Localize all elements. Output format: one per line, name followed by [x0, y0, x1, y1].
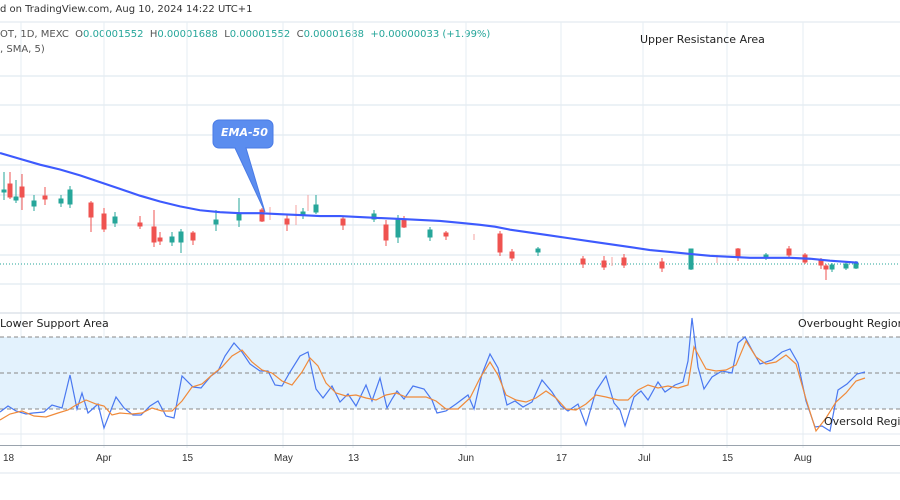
time-axis-border — [0, 445, 900, 446]
x-tick: 15 — [182, 453, 194, 464]
x-tick: 15 — [722, 453, 734, 464]
x-tick: 13 — [348, 453, 360, 464]
indicator-legend: , SMA, 5) — [0, 44, 45, 55]
x-tick: 17 — [556, 453, 568, 464]
stochastic-d-line — [0, 339, 866, 433]
overbought-label: Overbought Region — [798, 317, 900, 330]
ema-callout-label: EMA-50 — [221, 126, 268, 139]
ohlc-legend: OT, 1D, MEXC O0.00001552 H0.00001688 L0.… — [0, 29, 491, 40]
x-tick: Aug — [794, 453, 812, 464]
low-value: 0.00001552 — [229, 29, 291, 40]
close-value: 0.00001688 — [303, 29, 365, 40]
oversold-label: Oversold Region — [824, 415, 900, 428]
x-tick: May — [274, 453, 293, 464]
x-tick: Jul — [638, 453, 651, 464]
x-tick: Apr — [96, 453, 112, 464]
high-value: 0.00001688 — [157, 29, 218, 40]
horizontal-gridlines — [0, 75, 900, 285]
x-tick: 18 — [3, 453, 15, 464]
ema-50-line — [0, 151, 859, 264]
upper-resistance-label: Upper Resistance Area — [640, 33, 765, 46]
symbol-label: OT, 1D, MEXC — [0, 29, 69, 40]
published-caption: d on TradingView.com, Aug 10, 2024 14:22… — [0, 4, 253, 15]
lower-support-label: Lower Support Area — [0, 317, 109, 330]
ema-callout — [212, 119, 274, 213]
bottom-divider — [0, 472, 900, 474]
open-value: 0.00001552 — [83, 29, 144, 40]
x-tick: Jun — [458, 453, 475, 464]
change-value: +0.00000033 (+1.99%) — [370, 29, 491, 40]
